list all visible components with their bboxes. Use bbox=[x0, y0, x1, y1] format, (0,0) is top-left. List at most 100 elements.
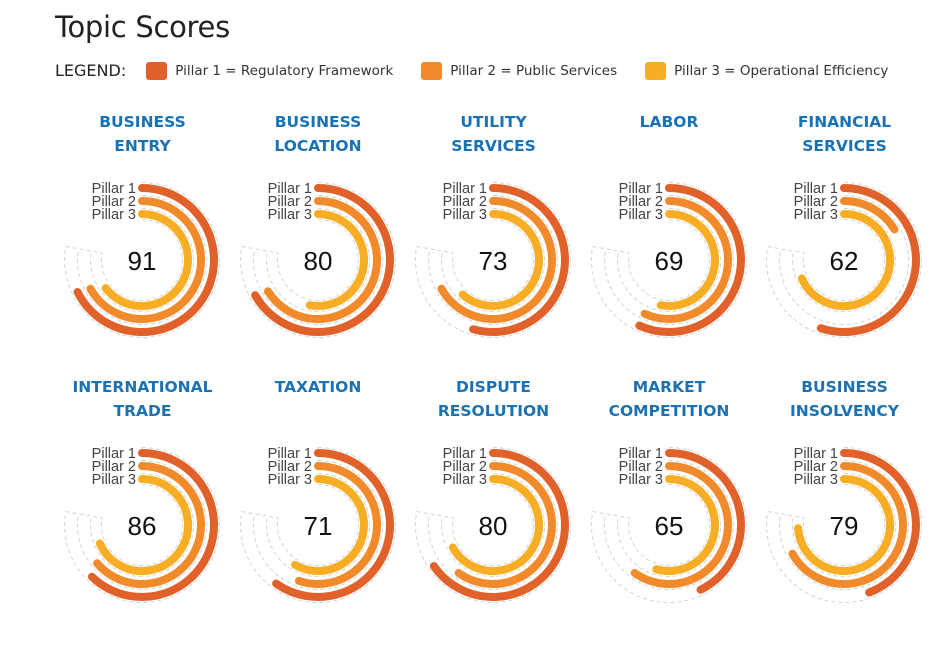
gauge-track-end bbox=[65, 246, 103, 254]
pillar-2-arc bbox=[93, 462, 205, 588]
topic-title-line: BUSINESS bbox=[801, 378, 888, 396]
pillar-3-arc bbox=[651, 475, 719, 575]
gauge-track-outline bbox=[428, 195, 558, 325]
pillar-label: Pillar 1 bbox=[92, 446, 136, 462]
pillar-2-arc bbox=[840, 197, 899, 234]
pillar-3-arc bbox=[448, 475, 543, 575]
pillar-label: Pillar 1 bbox=[618, 446, 662, 462]
topic-card: LABOR Pillar 1 Pillar 2 Pillar 3 69 bbox=[582, 110, 757, 375]
legend-label: LEGEND: bbox=[55, 61, 127, 80]
pillar-1-arc bbox=[250, 184, 394, 336]
legend-item-pillar-3: Pillar 3 = Operational Efficiency bbox=[645, 61, 889, 80]
pillar-label: Pillar 2 bbox=[618, 194, 662, 210]
topic-card: MARKET COMPETITION Pillar 1 Pillar 2 Pillar … bbox=[582, 375, 757, 640]
pillar-2-arc bbox=[640, 197, 732, 323]
topic-title-line: ENTRY bbox=[114, 137, 171, 155]
topic-card: BUSINESS ENTRY Pillar 1 Pillar 2 Pillar 3 91 bbox=[55, 110, 230, 375]
pillar-label: Pillar 2 bbox=[92, 194, 136, 210]
topic-title-line: INSOLVENCY bbox=[790, 402, 899, 420]
pillar-3-arc bbox=[458, 210, 543, 310]
pillar-2-arc bbox=[630, 462, 732, 588]
gauge-track-outline bbox=[252, 460, 383, 590]
topic-title-line: BUSINESS bbox=[274, 113, 362, 131]
pillar-label: Pillar 3 bbox=[92, 207, 136, 223]
topic-title-line: SERVICES bbox=[451, 137, 536, 155]
topic-score: 80 bbox=[479, 511, 508, 541]
topic-title-line: FINANCIAL bbox=[797, 113, 892, 131]
gauge-track-outline bbox=[239, 447, 396, 603]
topic-score: 80 bbox=[303, 246, 332, 276]
gauge-track-outline bbox=[441, 473, 545, 577]
topic-title: UTILITY SERVICES bbox=[406, 110, 581, 158]
topic-title: INTERNATIONAL TRADE bbox=[55, 375, 230, 423]
pillar-label: Pillar 2 bbox=[794, 194, 838, 210]
legend: LEGEND: Pillar 1 = Regulatory Framework … bbox=[55, 61, 916, 80]
gauge-track-end bbox=[416, 246, 454, 254]
topic-title-line bbox=[582, 134, 757, 158]
topic-card: FINANCIAL SERVICES Pillar 1 Pillar 2 Pillar … bbox=[757, 110, 932, 375]
gauge-track-end bbox=[241, 246, 278, 254]
topic-title-line: LOCATION bbox=[274, 137, 362, 155]
gauge-track-outline bbox=[101, 219, 183, 301]
topic-score: 86 bbox=[128, 511, 157, 541]
topic-title: DISPUTE RESOLUTION bbox=[406, 375, 581, 423]
topic-title-line: DISPUTE bbox=[456, 378, 531, 396]
gauge-track-outline bbox=[441, 208, 545, 312]
topic-title-line: TAXATION bbox=[274, 378, 362, 396]
pillar-2-arc bbox=[294, 462, 381, 588]
topic-title: FINANCIAL SERVICES bbox=[757, 110, 932, 158]
topic-title: TAXATION bbox=[231, 375, 406, 423]
gauge-track-outline bbox=[779, 195, 909, 325]
pillar-3-arc bbox=[95, 475, 192, 575]
legend-text: Pillar 3 = Operational Efficiency bbox=[674, 62, 889, 79]
gauge-track-outline bbox=[627, 484, 710, 566]
pillar-label: Pillar 3 bbox=[618, 472, 662, 488]
topic-title-line: RESOLUTION bbox=[437, 402, 550, 420]
legend-swatch-pillar-2 bbox=[421, 61, 443, 80]
gauge-track-outline bbox=[590, 447, 747, 603]
pillar-2-arc bbox=[454, 462, 556, 588]
pillar-label: Pillar 1 bbox=[443, 181, 487, 197]
pillar-label: Pillar 1 bbox=[267, 181, 311, 197]
gauge-track-outline bbox=[90, 208, 194, 312]
pillar-2-arc bbox=[86, 197, 205, 323]
gauge-track-end bbox=[592, 246, 629, 254]
topic-title: BUSINESS LOCATION bbox=[231, 110, 406, 158]
pillar-3-arc bbox=[797, 210, 894, 310]
pillar-3-arc bbox=[290, 475, 368, 575]
pillar-label: Pillar 3 bbox=[267, 472, 311, 488]
topic-title: BUSINESS INSOLVENCY bbox=[757, 375, 932, 423]
gauge-track-outline bbox=[276, 484, 359, 566]
gauge-track-outline bbox=[603, 195, 734, 325]
topic-title-line: UTILITY bbox=[460, 113, 527, 131]
topic-title-line: MARKET bbox=[632, 378, 706, 396]
legend-text: Pillar 1 = Regulatory Framework bbox=[175, 62, 394, 79]
topic-score: 62 bbox=[830, 246, 859, 276]
gauge-track-end bbox=[65, 511, 103, 519]
pillar-1-arc bbox=[840, 449, 920, 597]
gauge-track-outline bbox=[265, 473, 370, 577]
gauge-track-outline bbox=[792, 208, 896, 312]
gauge-track-outline bbox=[452, 219, 534, 301]
pillar-label: Pillar 3 bbox=[794, 472, 838, 488]
gauge-track-outline bbox=[64, 182, 220, 338]
pillar-label: Pillar 1 bbox=[443, 446, 487, 462]
pillar-label: Pillar 1 bbox=[92, 181, 136, 197]
gauge-track-outline bbox=[77, 460, 207, 590]
pillar-3-arc bbox=[656, 210, 719, 310]
topic-title: BUSINESS ENTRY bbox=[55, 110, 230, 158]
gauge-track-outline bbox=[90, 473, 194, 577]
legend-swatch-pillar-1 bbox=[146, 61, 168, 80]
topic-title-line: SERVICES bbox=[802, 137, 887, 155]
pillar-3-arc bbox=[101, 210, 192, 310]
page-title: Topic Scores bbox=[55, 10, 230, 44]
topic-card: DISPUTE RESOLUTION Pillar 1 Pillar 2 Pillar … bbox=[406, 375, 581, 640]
pillar-1-arc bbox=[87, 449, 218, 601]
pillar-label: Pillar 1 bbox=[267, 446, 311, 462]
pillar-2-arc bbox=[788, 462, 907, 588]
